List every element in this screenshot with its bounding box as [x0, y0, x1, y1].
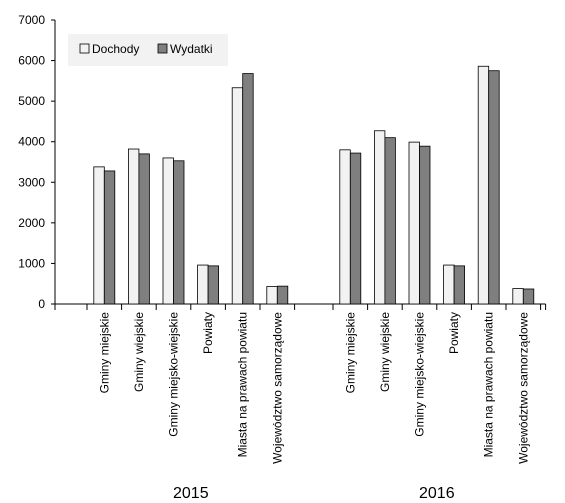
bar-wydatki-2015-miasta-na-prawach-powiatu	[242, 73, 254, 305]
category-label-2015-gminy-wiejskie: Gminy wiejskie	[132, 312, 146, 392]
category-label-2016-gminy-miejsko-wiejskie: Gminy miejsko-wiejskie	[413, 312, 427, 437]
y-tick-label: 2000	[18, 216, 45, 230]
legend-swatch-wydatki	[157, 43, 168, 54]
bar-wydatki-2016-gminy-miejsko-wiejskie	[419, 145, 431, 305]
legend-label-dochody: Dochody	[92, 42, 139, 56]
category-label-2016-powiaty: Powiaty	[447, 312, 461, 354]
category-label-2016-gminy-wiejskie: Gminy wiejskie	[378, 312, 392, 392]
bar-wydatki-2016-gminy-wiejskie	[384, 137, 396, 305]
bar-dochody-2016-miasta-na-prawach-powiatu	[477, 65, 490, 305]
bar-wydatki-2015-gminy-wiejskie	[138, 153, 150, 305]
bar-dochody-2015-miasta-na-prawach-powiatu	[231, 87, 244, 305]
category-label-2016-miasta-na-prawach-powiatu: Miasta na prawach powiatu	[482, 312, 496, 457]
bar-wydatki-2016-miasta-na-prawach-powiatu	[488, 70, 500, 305]
legend-label-wydatki: Wydatki	[170, 42, 213, 56]
category-label-2015-gminy-miejsko-wiejskie: Gminy miejsko-wiejskie	[167, 312, 181, 437]
bar-dochody-2015-wojewodztwo-samorzadowe	[266, 286, 278, 305]
group-label-2015: 2015	[173, 485, 209, 502]
category-label-2015-wojewodztwo-samorzadowe: Województwo samorządowe	[270, 312, 284, 464]
category-label-2016-gminy-miejskie: Gminy miejskie	[343, 312, 357, 394]
bar-dochody-2016-powiaty	[443, 264, 455, 305]
bar-wydatki-2016-wojewodztwo-samorzadowe	[522, 288, 535, 305]
plot-area: 0 1000 2000 3000 4000 5000 6000 7000 Gminy miejs…	[18, 13, 547, 502]
category-label-2015-miasta-na-prawach-powiatu: Miasta na prawach powiatu	[236, 312, 250, 457]
y-tick-label: 5000	[18, 94, 45, 108]
bar-dochody-2016-gminy-miejsko-wiejskie	[408, 141, 420, 305]
bar-wydatki-2015-gminy-miejskie	[103, 170, 116, 305]
bar-dochody-2015-gminy-wiejskie	[127, 148, 140, 305]
bar-wydatki-2016-powiaty	[453, 265, 466, 305]
bar-dochody-2016-wojewodztwo-samorzadowe	[512, 288, 524, 305]
bar-dochody-2015-powiaty	[197, 264, 209, 305]
legend-background	[68, 34, 228, 66]
legend-swatch-dochody	[79, 43, 90, 54]
category-label-2015-gminy-miejskie: Gminy miejskie	[97, 312, 111, 394]
category-label-2015-powiaty: Powiaty	[201, 312, 215, 354]
bar-wydatki-2015-gminy-miejsko-wiejskie	[173, 160, 185, 305]
bar-dochody-2015-gminy-miejskie	[93, 166, 105, 305]
y-tick-label: 1000	[18, 256, 45, 270]
y-tick-label: 6000	[18, 54, 45, 68]
bar-dochody-2015-gminy-miejsko-wiejskie	[162, 157, 174, 305]
y-tick-label: 7000	[18, 13, 45, 27]
category-label-2016-wojewodztwo-samorzadowe: Województwo samorządowe	[516, 312, 530, 464]
y-tick-label: 0	[38, 297, 45, 311]
y-tick-label: 4000	[18, 135, 45, 149]
bar-wydatki-2016-gminy-miejskie	[349, 152, 362, 305]
legend: Dochody Wydatki	[68, 34, 228, 66]
bar-wydatki-2015-wojewodztwo-samorzadowe	[276, 285, 289, 305]
group-label-2016: 2016	[419, 485, 455, 502]
bar-wydatki-2015-powiaty	[207, 265, 220, 305]
y-tick-label: 3000	[18, 175, 45, 189]
bar-dochody-2016-gminy-wiejskie	[373, 130, 386, 305]
bar-dochody-2016-gminy-miejskie	[339, 149, 351, 305]
